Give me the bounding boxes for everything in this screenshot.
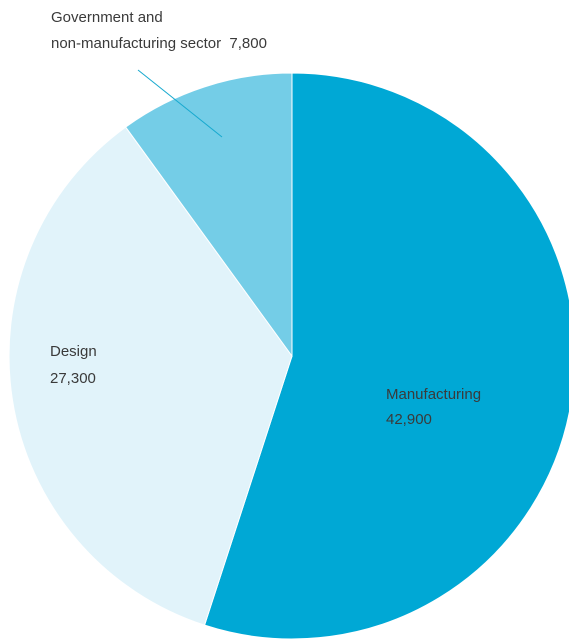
pie-slice-3 xyxy=(124,72,293,358)
slice-labels: Manufacturing 42,900 Design 27,300 Governmen… xyxy=(50,9,481,428)
pie-slice-2 xyxy=(8,126,293,626)
pie-slices xyxy=(8,72,569,639)
slice-label-2: Design 27,300 xyxy=(50,343,97,387)
slice-label-text: Design xyxy=(50,343,97,360)
pie-slice-1 xyxy=(203,72,569,639)
slice-label-text: Manufacturing xyxy=(386,386,481,403)
slice-value-text: 27,300 xyxy=(50,370,96,387)
slice-label-text: non-manufacturing sector 7,800 xyxy=(51,35,267,52)
leader-line xyxy=(137,69,223,138)
slice-label-text: Government and xyxy=(51,9,163,26)
slice-label-3: Government and non-manufacturing sector 7… xyxy=(51,9,267,52)
slice-value-text: 42,900 xyxy=(386,411,432,428)
slice-label-1: Manufacturing 42,900 xyxy=(386,386,481,428)
